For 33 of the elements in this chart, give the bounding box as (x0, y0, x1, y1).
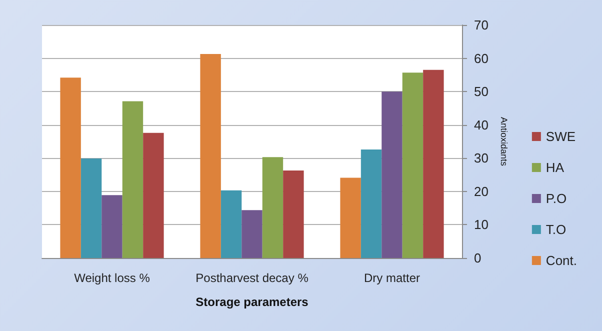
bar (262, 157, 284, 258)
legend-label: Cont. (546, 253, 578, 268)
legend-label: T.O (546, 222, 566, 237)
y-tick-label: 60 (474, 50, 488, 66)
bar (283, 170, 304, 258)
bar (200, 54, 221, 258)
x-tick-label: Weight loss % (74, 271, 150, 285)
y-tick-label: 0 (474, 250, 482, 266)
bar (143, 132, 164, 258)
y-tick-label: 40 (474, 117, 488, 132)
legend-label: P.O (546, 191, 567, 206)
bar (402, 72, 424, 258)
y-axis-title: Antioxidants (498, 116, 509, 167)
x-tick-label: Dry matter (364, 271, 420, 285)
legend-label: SWE (546, 129, 576, 144)
y-tick-label: 50 (474, 84, 488, 100)
bar (122, 101, 144, 258)
bar (382, 92, 402, 258)
x-tick-label: Postharvest decay % (196, 271, 309, 285)
bar (60, 78, 81, 258)
bar (80, 158, 102, 258)
y-tick-label: 10 (474, 217, 488, 232)
bar (360, 149, 382, 258)
y-tick-label: 20 (474, 184, 488, 199)
y-tick-label: 30 (474, 150, 488, 166)
bar (220, 190, 242, 258)
y-tick-label: 70 (474, 18, 488, 32)
bar (102, 195, 122, 258)
x-axis-title: Storage parameters (196, 295, 309, 309)
bar (340, 178, 361, 258)
bar (242, 210, 262, 258)
bar (423, 70, 444, 258)
legend-label: HA (546, 160, 564, 175)
